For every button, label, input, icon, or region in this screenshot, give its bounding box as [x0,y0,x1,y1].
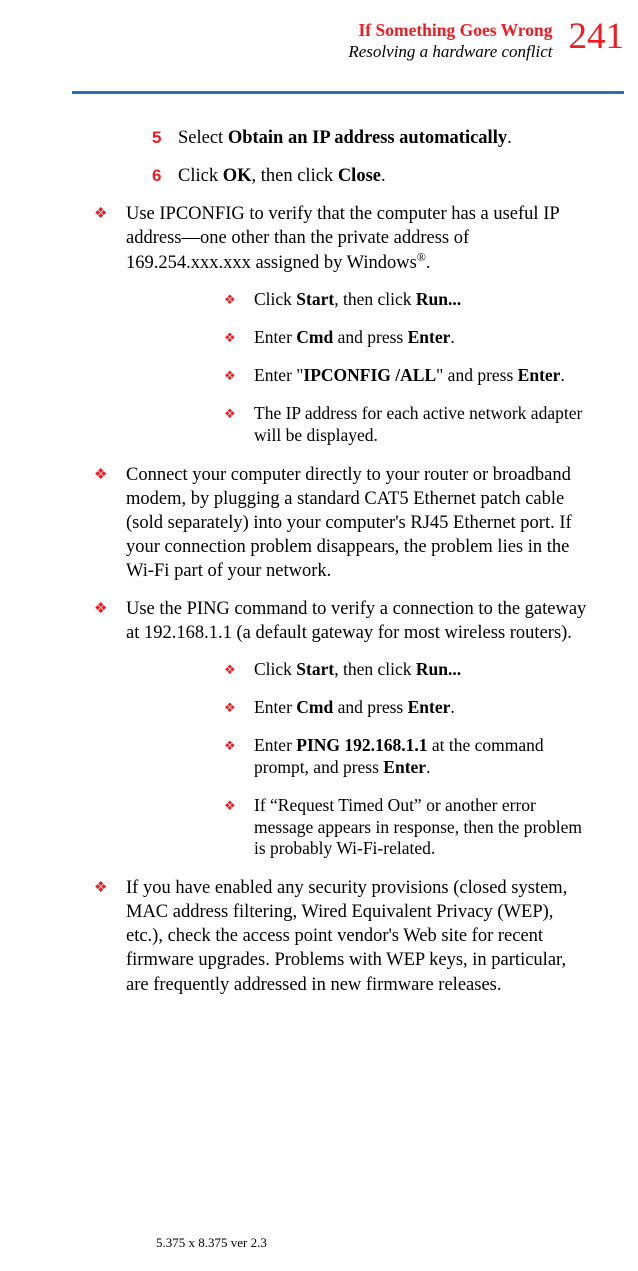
sub-text: If “Request Timed Out” or another error … [254,795,590,861]
sub-item: ❖ Enter Cmd and press Enter. [224,697,590,719]
bullet-icon: ❖ [94,463,126,583]
step-text: Select Obtain an IP address automaticall… [178,126,512,150]
sub-item: ❖ Click Start, then click Run... [224,659,590,681]
page-content: 5 Select Obtain an IP address automatica… [0,126,638,996]
section-title: Resolving a hardware conflict [348,41,552,63]
sub-text: The IP address for each active network a… [254,403,590,447]
chapter-title: If Something Goes Wrong [348,20,552,41]
bullet-text: Use IPCONFIG to verify that the computer… [126,202,590,275]
page-number: 241 [569,18,625,55]
ping-subs: ❖ Click Start, then click Run... ❖ Enter… [94,659,590,860]
bullet-icon: ❖ [94,876,126,996]
bullet-icon: ❖ [94,597,126,645]
bullet-text: Use the PING command to verify a connect… [126,597,590,645]
sub-item: ❖ If “Request Timed Out” or another erro… [224,795,590,861]
bullet-icon: ❖ [224,735,254,779]
step-text: Click OK, then click Close. [178,164,386,188]
bullet-connect: ❖ Connect your computer directly to your… [94,463,590,583]
numbered-steps: 5 Select Obtain an IP address automatica… [0,126,590,188]
bullet-icon: ❖ [224,289,254,311]
ipconfig-subs: ❖ Click Start, then click Run... ❖ Enter… [94,289,590,446]
page-header: If Something Goes Wrong Resolving a hard… [0,0,638,63]
sub-text: Click Start, then click Run... [254,289,461,311]
header-divider [72,91,624,94]
bullet-icon: ❖ [224,795,254,861]
sub-item: ❖ The IP address for each active network… [224,403,590,447]
bullet-icon: ❖ [224,659,254,681]
bullet-text: Connect your computer directly to your r… [126,463,590,583]
page-footer: 5.375 x 8.375 ver 2.3 [156,1235,267,1251]
step-6: 6 Click OK, then click Close. [152,164,590,188]
sub-item: ❖ Click Start, then click Run... [224,289,590,311]
bullet-text: If you have enabled any security provisi… [126,876,590,996]
header-titles: If Something Goes Wrong Resolving a hard… [348,18,552,63]
main-bullets: ❖ Use IPCONFIG to verify that the comput… [0,202,590,996]
bullet-security: ❖ If you have enabled any security provi… [94,876,590,996]
step-number: 5 [152,126,178,150]
sub-text: Enter PING 192.168.1.1 at the command pr… [254,735,590,779]
bullet-icon: ❖ [94,202,126,275]
bullet-icon: ❖ [224,403,254,447]
sub-text: Enter Cmd and press Enter. [254,327,455,349]
bullet-icon: ❖ [224,327,254,349]
bullet-icon: ❖ [224,365,254,387]
step-5: 5 Select Obtain an IP address automatica… [152,126,590,150]
sub-text: Enter "IPCONFIG /ALL" and press Enter. [254,365,565,387]
step-number: 6 [152,164,178,188]
sub-item: ❖ Enter Cmd and press Enter. [224,327,590,349]
sub-item: ❖ Enter PING 192.168.1.1 at the command … [224,735,590,779]
sub-text: Enter Cmd and press Enter. [254,697,455,719]
sub-text: Click Start, then click Run... [254,659,461,681]
bullet-icon: ❖ [224,697,254,719]
bullet-ipconfig: ❖ Use IPCONFIG to verify that the comput… [94,202,590,275]
bullet-ping: ❖ Use the PING command to verify a conne… [94,597,590,645]
sub-item: ❖ Enter "IPCONFIG /ALL" and press Enter. [224,365,590,387]
